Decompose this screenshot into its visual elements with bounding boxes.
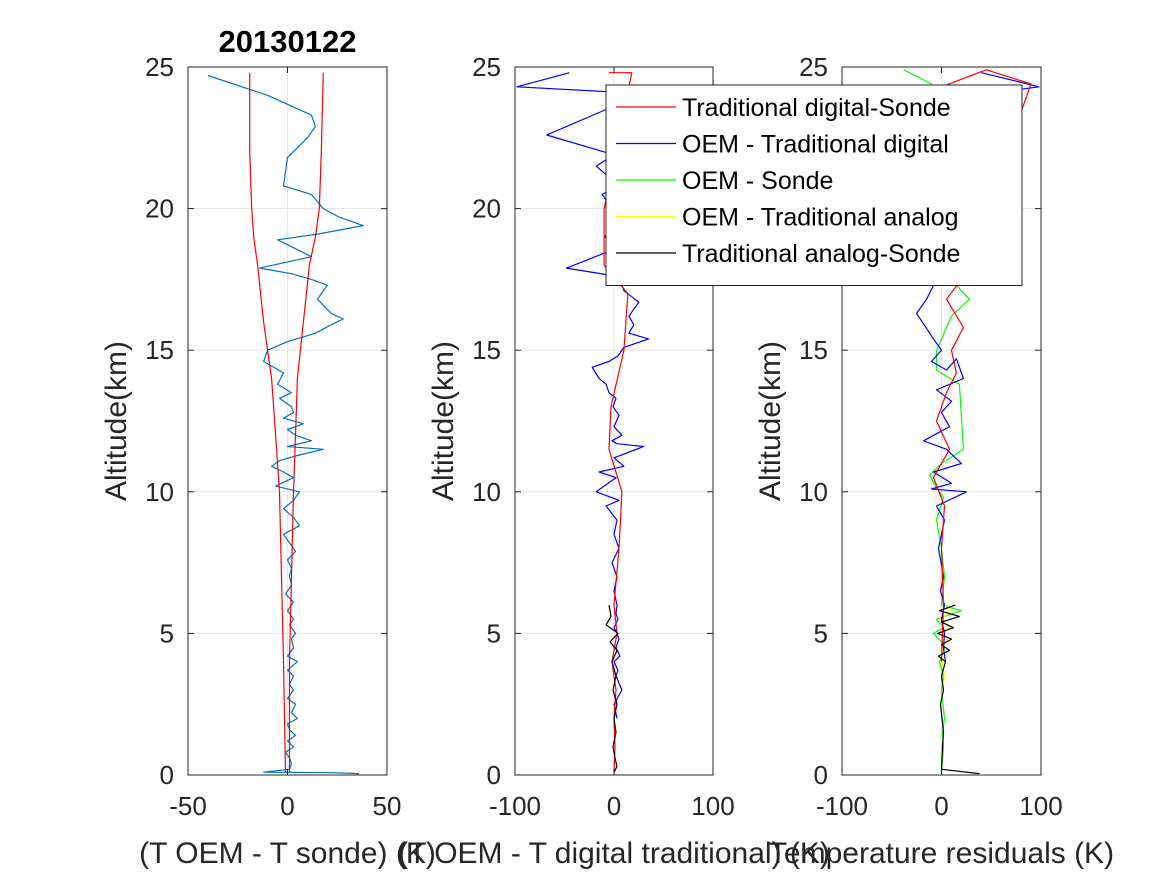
x-tick-label: 0 [280, 791, 294, 821]
y-tick-label: 10 [472, 477, 501, 507]
y-tick-label: 0 [160, 760, 174, 790]
series-line-3 [288, 72, 324, 773]
y-tick-label: 5 [487, 618, 501, 648]
series-line-2 [940, 604, 953, 691]
legend-label: Traditional digital-Sonde [682, 94, 951, 122]
y-tick-label: 0 [814, 760, 828, 790]
x-tick-label: 50 [373, 791, 402, 821]
x-axis-label: (T OEM - T sonde) (K) [139, 837, 436, 870]
y-tick-label: 5 [160, 618, 174, 648]
y-tick-label: 10 [799, 477, 828, 507]
x-tick-label: 100 [691, 791, 734, 821]
x-axis-label: (T OEM - T digital traditional) (K) [398, 837, 830, 870]
x-tick-label: 0 [934, 791, 948, 821]
x-axis-label: Temperature residuals (K) [769, 837, 1114, 870]
x-tick-label: 0 [607, 791, 621, 821]
series-line-1 [903, 69, 971, 773]
x-tick-label: 100 [1019, 791, 1062, 821]
legend: Traditional digital-Sonde OEM - Tradition… [605, 84, 1023, 286]
y-tick-label: 15 [472, 335, 501, 365]
y-tick-label: 20 [472, 194, 501, 224]
series-line-2 [249, 72, 287, 773]
y-axis-label: Altitude(km) [100, 341, 133, 501]
series-line-5 [936, 604, 980, 775]
series-line-3 [915, 72, 1040, 662]
legend-label: OEM - Traditional digital [682, 131, 949, 159]
series-line-1 [207, 74, 364, 775]
series-group [207, 72, 364, 775]
y-axis-label: Altitude(km) [754, 341, 787, 501]
y-tick-label: 25 [472, 52, 501, 82]
y-tick-label: 25 [799, 52, 828, 82]
y-tick-label: 5 [814, 618, 828, 648]
y-tick-label: 10 [145, 477, 174, 507]
series-line-3 [605, 604, 619, 773]
y-axis-label: Altitude(km) [427, 341, 460, 501]
y-tick-label: 15 [799, 335, 828, 365]
legend-label: OEM - Sonde [682, 167, 833, 195]
y-tick-label: 15 [145, 335, 174, 365]
x-tick-label: -100 [489, 791, 541, 821]
legend-box [605, 84, 1023, 286]
x-tick-label: -50 [169, 791, 207, 821]
chart-panel-3: -10001000510152025Altitude(km)Temperatur… [605, 52, 1114, 870]
chart-title: 20130122 [219, 24, 357, 59]
x-tick-label: -100 [816, 791, 868, 821]
y-tick-label: 20 [145, 194, 174, 224]
y-tick-label: 0 [487, 760, 501, 790]
legend-label: OEM - Traditional analog [682, 204, 959, 232]
legend-label: Traditional analog-Sonde [682, 240, 960, 268]
y-tick-label: 25 [145, 52, 174, 82]
